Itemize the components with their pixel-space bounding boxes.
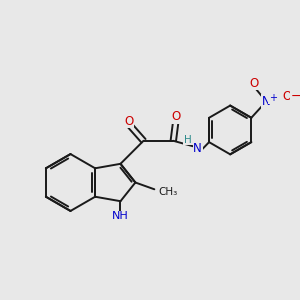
Text: NH: NH — [112, 211, 129, 221]
Text: −: − — [291, 90, 300, 103]
Text: N: N — [193, 142, 202, 155]
Text: +: + — [269, 93, 277, 103]
Text: O: O — [249, 77, 259, 90]
Text: CH₃: CH₃ — [158, 187, 178, 197]
Text: O: O — [282, 90, 291, 103]
Text: O: O — [171, 110, 181, 124]
Text: O: O — [124, 115, 133, 128]
Text: N: N — [262, 95, 271, 108]
Text: H: H — [184, 135, 191, 145]
